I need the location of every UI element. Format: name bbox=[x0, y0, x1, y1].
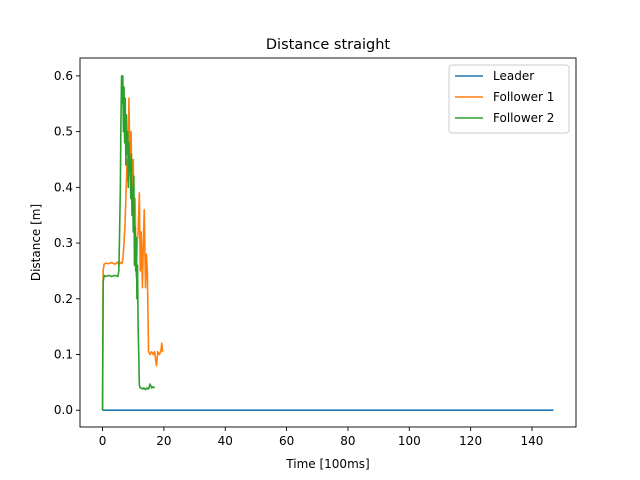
legend-label-leader: Leader bbox=[493, 69, 534, 83]
x-tick-label: 20 bbox=[156, 434, 171, 448]
x-axis-ticks: 0 20 40 60 80 100 120 140 bbox=[99, 427, 544, 448]
legend-label-follower-2: Follower 2 bbox=[493, 111, 554, 125]
y-tick-label: 0.0 bbox=[54, 403, 73, 417]
x-tick-label: 60 bbox=[279, 434, 294, 448]
y-axis-title: Distance [m] bbox=[29, 204, 43, 281]
y-tick-label: 0.5 bbox=[54, 125, 73, 139]
plot-frame bbox=[79, 57, 577, 428]
series-layer bbox=[101, 75, 554, 412]
x-tick-label: 40 bbox=[218, 434, 233, 448]
y-tick-label: 0.4 bbox=[54, 180, 73, 194]
x-tick-label: 80 bbox=[340, 434, 355, 448]
x-tick-label: 140 bbox=[521, 434, 544, 448]
series-line-follower-2 bbox=[101, 75, 156, 411]
x-tick-label: 0 bbox=[99, 434, 107, 448]
legend: Leader Follower 1 Follower 2 bbox=[448, 64, 570, 134]
legend-box bbox=[448, 64, 570, 134]
x-tick-label: 120 bbox=[459, 434, 482, 448]
legend-label-follower-1: Follower 1 bbox=[493, 90, 554, 104]
y-tick-label: 0.2 bbox=[54, 292, 73, 306]
y-tick-label: 0.6 bbox=[54, 69, 73, 83]
x-axis-title: Time [100ms] bbox=[285, 457, 369, 471]
x-tick-label: 100 bbox=[398, 434, 421, 448]
y-tick-label: 0.1 bbox=[54, 348, 73, 362]
chart-title: Distance straight bbox=[266, 37, 391, 53]
y-axis-ticks: 0.0 0.1 0.2 0.3 0.4 0.5 0.6 bbox=[54, 69, 80, 417]
y-tick-label: 0.3 bbox=[54, 236, 73, 250]
